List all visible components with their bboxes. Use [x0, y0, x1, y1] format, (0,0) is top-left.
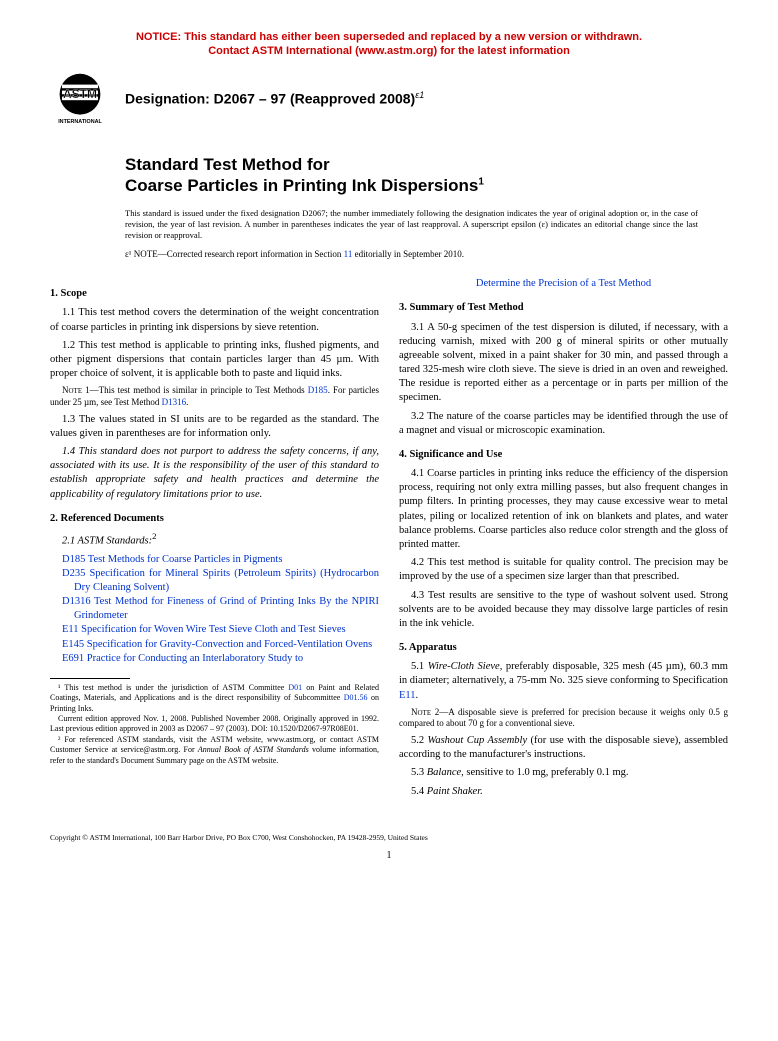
ref-code-0[interactable]: D185 [62, 554, 85, 565]
note1-link1[interactable]: D185 [308, 385, 328, 395]
title-line1: Standard Test Method for [125, 155, 330, 174]
copyright: Copyright © ASTM International, 100 Barr… [50, 833, 728, 842]
page-number: 1 [50, 850, 728, 861]
ref-code-4[interactable]: E145 [62, 639, 84, 650]
p4-em: Paint Shaker. [427, 786, 483, 797]
ref-code-5[interactable]: E691 [62, 653, 84, 664]
note2-text: 2—A disposable sieve is preferred for pr… [399, 707, 728, 729]
refdocs-sub: 2.1 ASTM Standards:2 [50, 531, 379, 549]
apparatus-p3: 5.3 Balance, sensitive to 1.0 mg, prefer… [399, 766, 728, 780]
header-row: ASTM INTERNATIONAL Designation: D2067 – … [50, 69, 728, 129]
scope-head: 1. Scope [50, 287, 379, 301]
title-line2: Coarse Particles in Printing Ink Dispers… [125, 176, 478, 195]
significance-p2: 4.2 This test method is suitable for qua… [399, 556, 728, 584]
refdocs-sub-text: 2.1 ASTM Standards: [62, 535, 152, 546]
f1-link2[interactable]: D01.56 [344, 693, 368, 702]
p3-post: sensitive to 1.0 mg, preferably 0.1 mg. [464, 767, 629, 778]
footnote-1: ¹ This test method is under the jurisdic… [50, 683, 379, 714]
apparatus-p2: 5.2 Washout Cup Assembly (for use with t… [399, 734, 728, 762]
apparatus-p1: 5.1 Wire-Cloth Sieve, preferably disposa… [399, 660, 728, 703]
ref-text-5[interactable]: Practice for Conducting an Interlaborato… [84, 653, 303, 664]
right-column: Determine the Precision of a Test Method… [399, 277, 728, 803]
summary-head: 3. Summary of Test Method [399, 301, 728, 315]
notice-line2: Contact ASTM International (www.astm.org… [208, 45, 570, 57]
ref-code-1[interactable]: D235 [62, 568, 85, 579]
scope-p1: 1.1 This test method covers the determin… [50, 306, 379, 334]
ref-item-4: E145 Specification for Gravity-Convectio… [50, 638, 379, 652]
ref-text-2[interactable]: Test Method for Fineness of Grind of Pri… [74, 596, 379, 621]
ref-code-2[interactable]: D1316 [62, 596, 91, 607]
p3-pre: 5.3 [411, 767, 427, 778]
refdocs-head: 2. Referenced Documents [50, 512, 379, 526]
p1-pre: 5.1 [411, 661, 428, 672]
apparatus-p4: 5.4 Paint Shaker. [399, 785, 728, 799]
footnote-rule [50, 678, 130, 679]
summary-p2: 3.2 The nature of the coarse particles m… [399, 410, 728, 438]
apparatus-note2: NOTE 2—A disposable sieve is preferred f… [399, 707, 728, 730]
issued-note: This standard is issued under the fixed … [125, 208, 698, 241]
footnote-2: ² For referenced ASTM standards, visit t… [50, 735, 379, 766]
footnote-1b: Current edition approved Nov. 1, 2008. P… [50, 714, 379, 735]
scope-p4: 1.4 This standard does not purport to ad… [50, 445, 379, 502]
f1-pre: ¹ This test method is under the jurisdic… [58, 683, 288, 692]
notice-line1: NOTICE: This standard has either been su… [136, 31, 642, 43]
ref-text-4[interactable]: Specification for Gravity-Convection and… [84, 639, 372, 650]
note1-pre: 1—This test method is similar in princip… [82, 385, 308, 395]
title-block: Standard Test Method for Coarse Particle… [125, 154, 728, 197]
ref-item-3: E11 Specification for Woven Wire Test Si… [50, 623, 379, 637]
ref-text-3[interactable]: Specification for Woven Wire Test Sieve … [79, 624, 346, 635]
scope-note1: NOTE 1—This test method is similar in pr… [50, 385, 379, 408]
significance-p3: 4.3 Test results are sensitive to the ty… [399, 589, 728, 632]
title-super: 1 [478, 176, 484, 187]
ref-item-1: D235 Specification for Mineral Spirits (… [50, 567, 379, 595]
refdocs-sub-super: 2 [152, 531, 156, 541]
significance-p1: 4.1 Coarse particles in printing inks re… [399, 467, 728, 552]
p1-em: Wire-Cloth Sieve, [428, 661, 503, 672]
designation-super: ε1 [415, 90, 424, 100]
right-top-link[interactable]: Determine the Precision of a Test Method [399, 277, 728, 291]
p1-end: . [416, 690, 419, 701]
correction-note: ε¹ NOTE—Corrected research report inform… [125, 249, 698, 259]
designation-text: Designation: D2067 – 97 (Reapproved 2008… [125, 91, 415, 107]
ref-item-2: D1316 Test Method for Fineness of Grind … [50, 595, 379, 623]
note1-end: . [186, 397, 188, 407]
ref-text-1[interactable]: Specification for Mineral Spirits (Petro… [74, 568, 379, 593]
p3-em: Balance, [427, 767, 464, 778]
correction-suffix: editorially in September 2010. [352, 249, 464, 259]
p2-em: Washout Cup Assembly [428, 735, 528, 746]
note1-link2[interactable]: D1316 [162, 397, 187, 407]
svg-text:ASTM: ASTM [63, 86, 97, 100]
significance-head: 4. Significance and Use [399, 448, 728, 462]
p1-link[interactable]: E11 [399, 690, 416, 701]
ref-code-3[interactable]: E11 [62, 624, 79, 635]
f2-em: Annual Book of ASTM Standards [198, 745, 309, 754]
f1-link1[interactable]: D01 [288, 683, 302, 692]
summary-p1: 3.1 A 50-g specimen of the test dispersi… [399, 321, 728, 406]
svg-text:INTERNATIONAL: INTERNATIONAL [58, 119, 102, 125]
scope-p2: 1.2 This test method is applicable to pr… [50, 339, 379, 382]
ref-item-0: D185 Test Methods for Coarse Particles i… [50, 553, 379, 567]
ref-item-5: E691 Practice for Conducting an Interlab… [50, 652, 379, 666]
scope-p3: 1.3 The values stated in SI units are to… [50, 413, 379, 441]
designation: Designation: D2067 – 97 (Reapproved 2008… [125, 90, 424, 107]
correction-prefix: ε¹ NOTE—Corrected research report inform… [125, 249, 344, 259]
ref-text-0[interactable]: Test Methods for Coarse Particles in Pig… [85, 554, 282, 565]
astm-logo: ASTM INTERNATIONAL [50, 69, 110, 129]
notice-banner: NOTICE: This standard has either been su… [50, 30, 728, 59]
p2-pre: 5.2 [411, 735, 428, 746]
apparatus-head: 5. Apparatus [399, 641, 728, 655]
left-column: 1. Scope 1.1 This test method covers the… [50, 277, 379, 803]
p4-pre: 5.4 [411, 786, 427, 797]
